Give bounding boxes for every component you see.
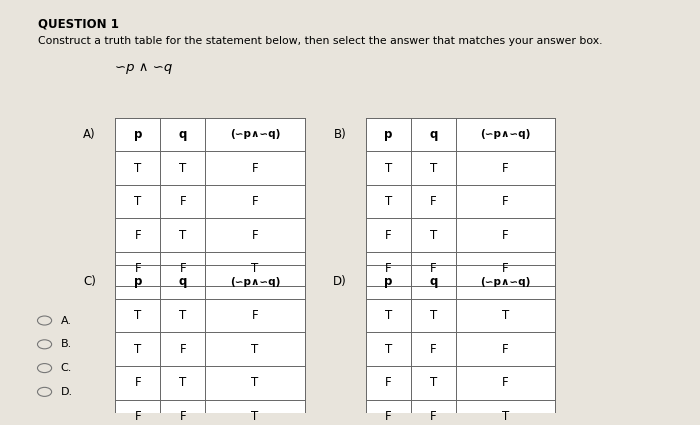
Text: B): B) xyxy=(334,128,346,141)
Text: F: F xyxy=(430,195,437,208)
Text: F: F xyxy=(179,343,186,356)
Text: F: F xyxy=(252,229,258,242)
Text: T: T xyxy=(430,377,437,389)
Text: F: F xyxy=(134,229,141,242)
Text: T: T xyxy=(385,309,392,322)
Text: A): A) xyxy=(83,128,96,141)
Text: F: F xyxy=(179,410,186,423)
Text: F: F xyxy=(179,195,186,208)
Text: F: F xyxy=(503,377,509,389)
Text: F: F xyxy=(252,309,258,322)
Text: p: p xyxy=(384,275,393,289)
Text: T: T xyxy=(251,377,258,389)
Text: q: q xyxy=(429,128,438,141)
Text: F: F xyxy=(179,262,186,275)
Text: p: p xyxy=(384,128,393,141)
Text: ∽p ∧ ∽q: ∽p ∧ ∽q xyxy=(116,61,172,74)
Text: F: F xyxy=(385,229,392,242)
Text: (∽p∧∽q): (∽p∧∽q) xyxy=(230,129,280,139)
Text: F: F xyxy=(430,262,437,275)
Text: C.: C. xyxy=(61,363,72,373)
Text: q: q xyxy=(429,275,438,289)
Text: T: T xyxy=(385,195,392,208)
Text: q: q xyxy=(178,128,187,141)
Text: T: T xyxy=(134,309,141,322)
Text: F: F xyxy=(134,410,141,423)
Text: F: F xyxy=(503,343,509,356)
Text: C): C) xyxy=(83,275,96,289)
Bar xyxy=(366,265,555,425)
Text: T: T xyxy=(179,377,186,389)
Text: T: T xyxy=(430,229,437,242)
Text: p: p xyxy=(134,128,142,141)
Text: p: p xyxy=(134,275,142,289)
Text: F: F xyxy=(503,262,509,275)
Text: T: T xyxy=(134,195,141,208)
Text: F: F xyxy=(385,377,392,389)
Text: F: F xyxy=(503,195,509,208)
Text: F: F xyxy=(134,262,141,275)
Text: T: T xyxy=(385,343,392,356)
Text: T: T xyxy=(134,343,141,356)
Bar xyxy=(116,265,304,425)
Bar xyxy=(116,118,304,286)
Text: QUESTION 1: QUESTION 1 xyxy=(38,17,119,30)
Text: F: F xyxy=(385,410,392,423)
Text: T: T xyxy=(430,162,437,175)
Text: F: F xyxy=(252,195,258,208)
Text: T: T xyxy=(134,162,141,175)
Text: F: F xyxy=(430,410,437,423)
Text: T: T xyxy=(251,262,258,275)
Text: T: T xyxy=(251,410,258,423)
Text: T: T xyxy=(385,162,392,175)
Text: (∽p∧∽q): (∽p∧∽q) xyxy=(480,129,531,139)
Text: F: F xyxy=(503,162,509,175)
Text: Construct a truth table for the statement below, then select the answer that mat: Construct a truth table for the statemen… xyxy=(38,37,603,46)
Text: A.: A. xyxy=(61,315,71,326)
Text: F: F xyxy=(252,162,258,175)
Text: q: q xyxy=(178,275,187,289)
Text: D.: D. xyxy=(61,387,73,397)
Text: T: T xyxy=(502,309,509,322)
Text: (∽p∧∽q): (∽p∧∽q) xyxy=(230,277,280,287)
Bar xyxy=(366,118,555,286)
Text: T: T xyxy=(430,309,437,322)
Text: T: T xyxy=(251,343,258,356)
Text: T: T xyxy=(179,309,186,322)
Text: T: T xyxy=(502,410,509,423)
Text: (∽p∧∽q): (∽p∧∽q) xyxy=(480,277,531,287)
Text: F: F xyxy=(134,377,141,389)
Text: F: F xyxy=(385,262,392,275)
Text: D): D) xyxy=(332,275,346,289)
Text: B.: B. xyxy=(61,339,72,349)
Text: T: T xyxy=(179,229,186,242)
Text: T: T xyxy=(179,162,186,175)
Text: F: F xyxy=(430,343,437,356)
Text: F: F xyxy=(503,229,509,242)
